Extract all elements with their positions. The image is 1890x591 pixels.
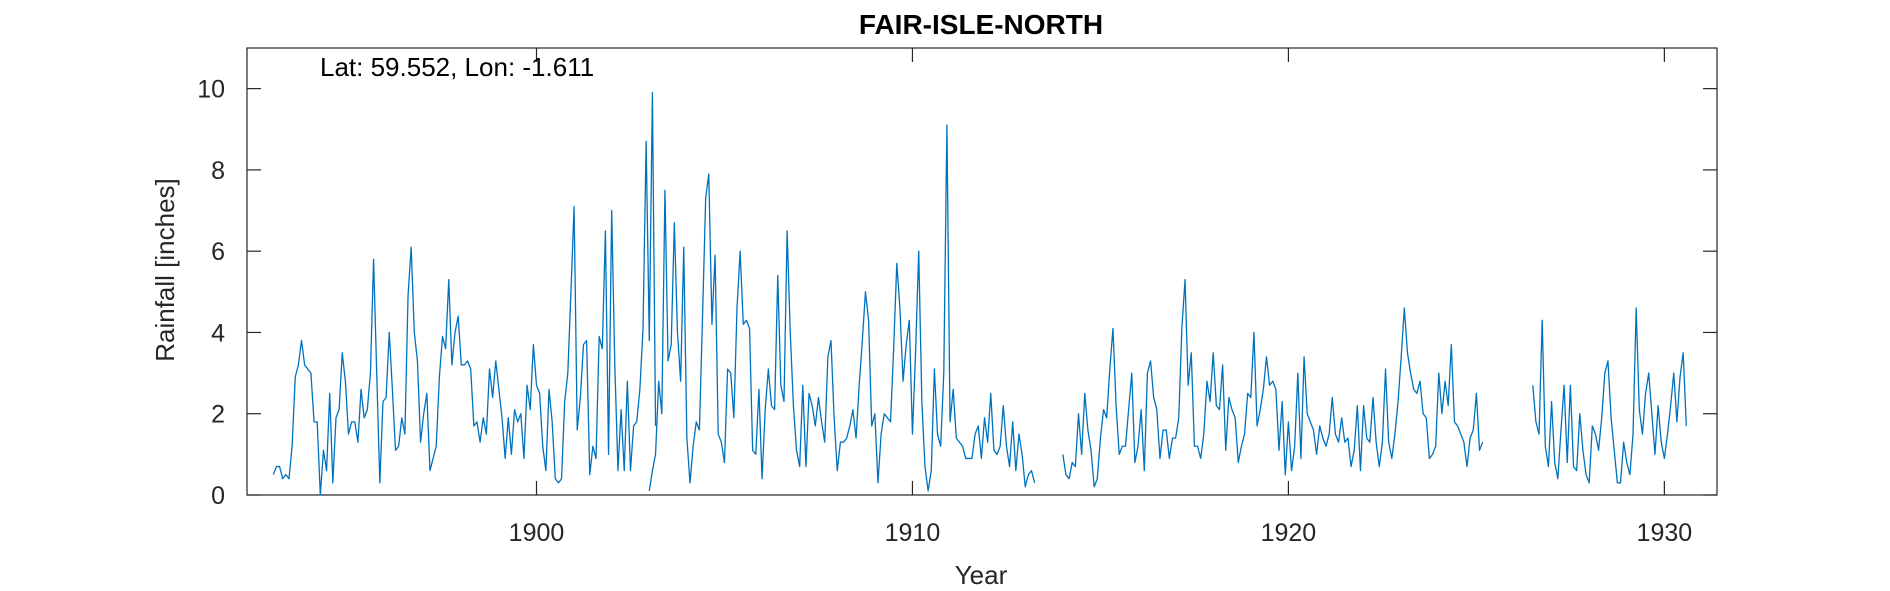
y-tick-label: 2 [211, 401, 225, 429]
y-tick-label: 0 [211, 482, 225, 510]
y-tick-label: 8 [211, 157, 225, 185]
tick-labels: 1900 1910 1920 1930 0 2 4 6 8 10 [197, 76, 1692, 547]
y-tick-label: 6 [211, 238, 225, 266]
plot-frame [246, 47, 1718, 496]
x-tick-label: 1910 [885, 519, 941, 547]
axes-box [246, 47, 1718, 496]
rainfall-series-segment-4 [1532, 307, 1687, 484]
rainfall-series-segment-1 [272, 92, 657, 496]
x-tick-label: 1900 [509, 519, 565, 547]
x-axis-label: Year [955, 560, 1008, 590]
series-lines [272, 92, 1687, 496]
chart-title: FAIR-ISLE-NORTH [859, 9, 1103, 40]
rainfall-series-segment-2 [648, 124, 1036, 492]
rainfall-series-segment-3 [1062, 278, 1484, 488]
y-tick-label: 10 [197, 76, 225, 104]
location-annotation: Lat: 59.552, Lon: -1.611 [320, 52, 594, 82]
ticks [247, 48, 1717, 496]
x-tick-label: 1920 [1261, 519, 1317, 547]
y-axis-label: Rainfall [inches] [150, 178, 180, 362]
x-tick-label: 1930 [1637, 519, 1693, 547]
y-tick-label: 4 [211, 319, 225, 347]
